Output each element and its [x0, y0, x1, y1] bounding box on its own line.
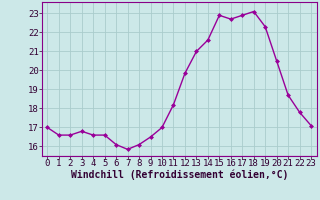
X-axis label: Windchill (Refroidissement éolien,°C): Windchill (Refroidissement éolien,°C) [70, 169, 288, 180]
